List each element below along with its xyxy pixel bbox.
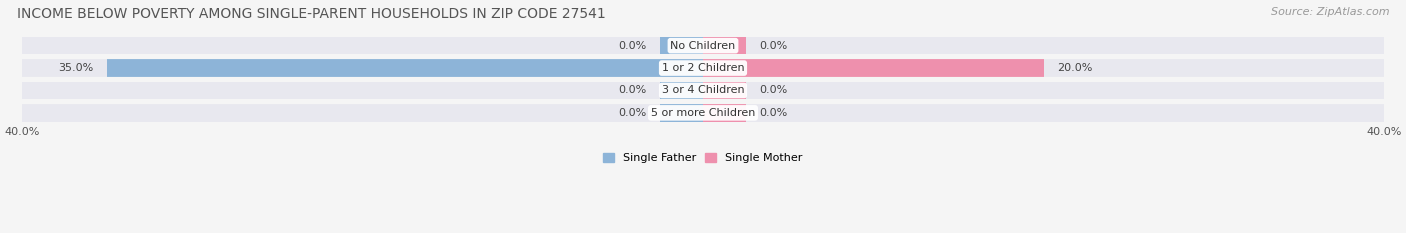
Bar — [22, 82, 1384, 99]
Bar — [661, 104, 703, 122]
Bar — [107, 59, 703, 77]
Text: No Children: No Children — [671, 41, 735, 51]
Text: 5 or more Children: 5 or more Children — [651, 108, 755, 118]
Text: 0.0%: 0.0% — [759, 108, 787, 118]
Bar — [22, 37, 1384, 54]
Legend: Single Father, Single Mother: Single Father, Single Mother — [599, 149, 807, 168]
Text: 0.0%: 0.0% — [619, 86, 647, 96]
Text: 0.0%: 0.0% — [759, 41, 787, 51]
Text: 0.0%: 0.0% — [619, 108, 647, 118]
Bar — [703, 59, 1043, 77]
Text: 20.0%: 20.0% — [1057, 63, 1092, 73]
Text: 0.0%: 0.0% — [619, 41, 647, 51]
Bar — [22, 59, 1384, 77]
Bar — [22, 104, 1384, 122]
Bar — [703, 82, 745, 99]
Text: Source: ZipAtlas.com: Source: ZipAtlas.com — [1271, 7, 1389, 17]
Bar — [703, 104, 745, 122]
Bar — [703, 37, 745, 54]
Text: 3 or 4 Children: 3 or 4 Children — [662, 86, 744, 96]
Bar — [661, 82, 703, 99]
Bar — [661, 37, 703, 54]
Text: 1 or 2 Children: 1 or 2 Children — [662, 63, 744, 73]
Text: 0.0%: 0.0% — [759, 86, 787, 96]
Text: 35.0%: 35.0% — [58, 63, 93, 73]
Text: INCOME BELOW POVERTY AMONG SINGLE-PARENT HOUSEHOLDS IN ZIP CODE 27541: INCOME BELOW POVERTY AMONG SINGLE-PARENT… — [17, 7, 606, 21]
